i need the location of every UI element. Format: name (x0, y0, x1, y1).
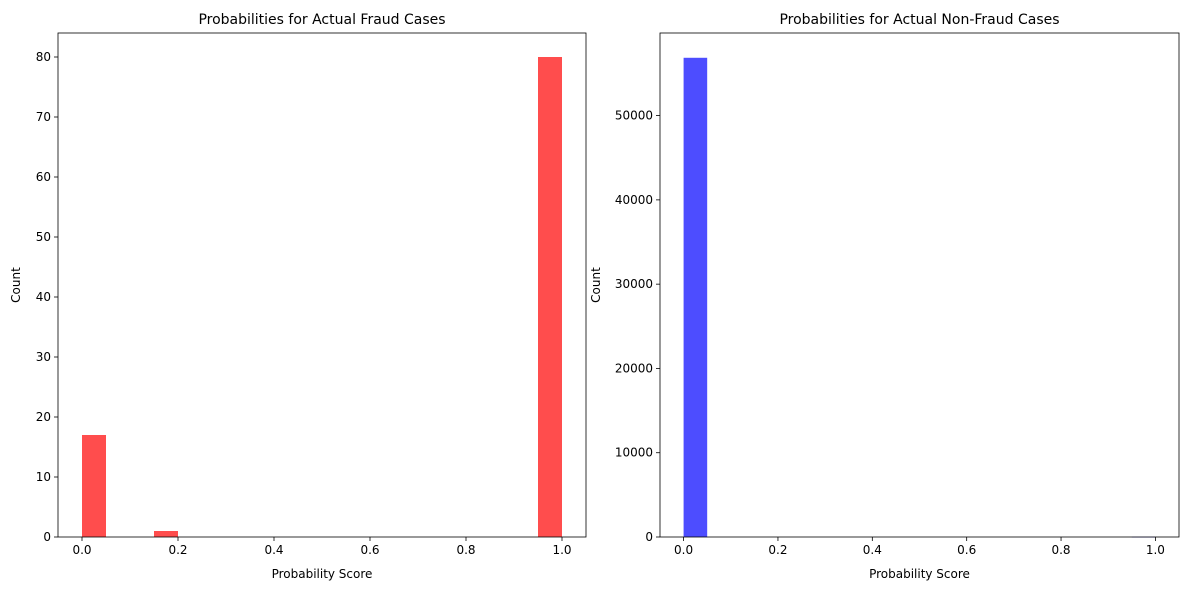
y-tick-label: 40 (36, 290, 51, 304)
y-tick-label: 0 (645, 530, 653, 544)
plot-frame (57, 32, 587, 538)
y-tick-label: 10000 (615, 446, 653, 460)
x-tick-label: 0.2 (168, 543, 187, 557)
histogram-bar (154, 531, 178, 537)
histogram-bar (683, 57, 708, 537)
chart-title: Probabilities for Actual Fraud Cases (198, 12, 445, 28)
x-tick-label: 0.2 (768, 543, 787, 557)
plot-frame (659, 32, 1180, 538)
y-axis-label: Count (9, 267, 23, 303)
y-tick-label: 0 (43, 530, 51, 544)
x-tick-label: 0.6 (957, 543, 976, 557)
x-tick-label: 0.8 (456, 543, 475, 557)
x-tick-label: 0.0 (72, 543, 91, 557)
y-tick-label: 20 (36, 410, 51, 424)
histogram-bar (82, 435, 106, 537)
chart-title: Probabilities for Actual Non-Fraud Cases (779, 12, 1059, 28)
y-tick-label: 50000 (615, 109, 653, 123)
x-tick-label: 0.4 (264, 543, 283, 557)
x-tick-label: 0.4 (863, 543, 882, 557)
y-tick-label: 40000 (615, 193, 653, 207)
x-axis-label: Probability Score (272, 567, 373, 581)
y-tick-label: 10 (36, 470, 51, 484)
x-tick-label: 0.0 (674, 543, 693, 557)
y-tick-label: 60 (36, 170, 51, 184)
y-tick-label: 30000 (615, 277, 653, 291)
y-tick-label: 50 (36, 230, 51, 244)
y-tick-label: 20000 (615, 361, 653, 375)
chart-panel-2: 0.0 0.2 0.4 0.6 0.8 1.0 0 10000 20000 30000 40000 5… (589, 12, 1180, 581)
x-tick-label: 0.8 (1051, 543, 1070, 557)
x-tick-label: 1.0 (552, 543, 571, 557)
y-axis-label: Count (589, 267, 603, 303)
histogram-bar (538, 57, 562, 537)
y-tick-label: 30 (36, 350, 51, 364)
y-tick-label: 80 (36, 50, 51, 64)
x-axis-label: Probability Score (869, 567, 970, 581)
y-tick-label: 70 (36, 110, 51, 124)
x-tick-label: 1.0 (1146, 543, 1165, 557)
x-tick-label: 0.6 (360, 543, 379, 557)
chart-panel-1: 0.0 0.2 0.4 0.6 0.8 1.0 0 10 20 30 40 50 60 70 80 Proba… (9, 12, 587, 581)
